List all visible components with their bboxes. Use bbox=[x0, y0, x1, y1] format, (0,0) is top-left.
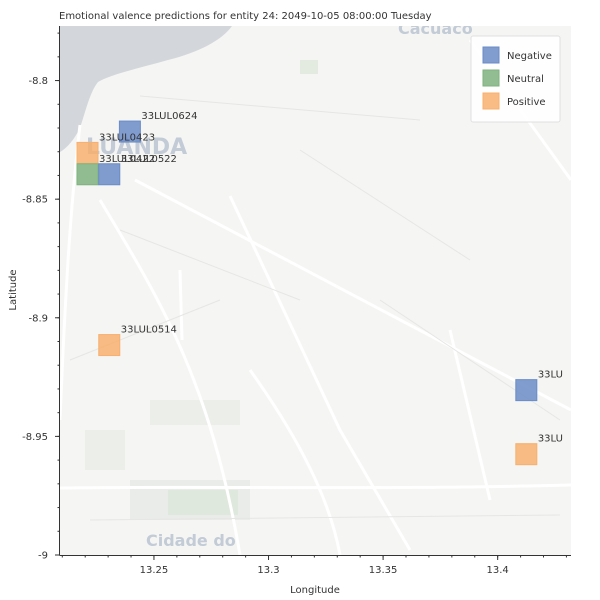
y-axis: -8.8 -8.85 -8.9 -8.95 -9 bbox=[22, 32, 60, 562]
map-label-cidade: Cidade do bbox=[146, 531, 236, 550]
legend-swatch-negative bbox=[482, 46, 500, 64]
y-tick-label: -8.8 bbox=[28, 76, 48, 87]
point-positive bbox=[98, 334, 121, 357]
plot-frame bbox=[59, 26, 571, 556]
y-tick-label: -8.9 bbox=[28, 313, 48, 324]
y-axis-label: Latitude bbox=[8, 269, 19, 310]
legend: Negative Neutral Positive bbox=[470, 35, 561, 123]
legend-label-positive: Positive bbox=[507, 97, 546, 108]
point-neutral bbox=[76, 163, 99, 186]
point-label: 33LUL0522 bbox=[121, 154, 177, 165]
point-label: 33LU bbox=[538, 370, 563, 381]
water-area bbox=[60, 26, 232, 152]
point-label: 33LUL0624 bbox=[141, 111, 197, 122]
legend-swatch-positive bbox=[482, 92, 500, 110]
legend-label-negative: Negative bbox=[507, 51, 552, 62]
point-label: 33LUL0514 bbox=[121, 325, 177, 336]
legend-label-neutral: Neutral bbox=[507, 74, 544, 85]
point-label: 33LU bbox=[538, 434, 563, 445]
point-label: 33LUL0422 bbox=[99, 154, 155, 165]
x-axis: 13.25 13.3 13.35 13.4 bbox=[61, 555, 567, 576]
y-tick-label: -8.95 bbox=[22, 432, 48, 443]
x-tick-label: 13.4 bbox=[487, 565, 509, 576]
x-axis-label: Longitude bbox=[290, 585, 340, 596]
x-tick-label: 13.3 bbox=[257, 565, 279, 576]
map-label-cacuaco: Cacuaco bbox=[398, 19, 473, 38]
y-tick-label: -8.85 bbox=[22, 195, 48, 206]
point-positive bbox=[76, 141, 99, 164]
x-tick-label: 13.25 bbox=[140, 565, 169, 576]
point-negative bbox=[98, 163, 121, 186]
point-negative bbox=[515, 379, 538, 402]
legend-swatch-neutral bbox=[482, 69, 500, 87]
chart-title: Emotional valence predictions for entity… bbox=[59, 11, 432, 22]
point-positive bbox=[515, 443, 538, 466]
point-negative bbox=[118, 120, 141, 143]
y-tick-label: -9 bbox=[38, 551, 48, 562]
x-tick-label: 13.35 bbox=[369, 565, 398, 576]
point-label: 33LUL0423 bbox=[99, 132, 155, 143]
